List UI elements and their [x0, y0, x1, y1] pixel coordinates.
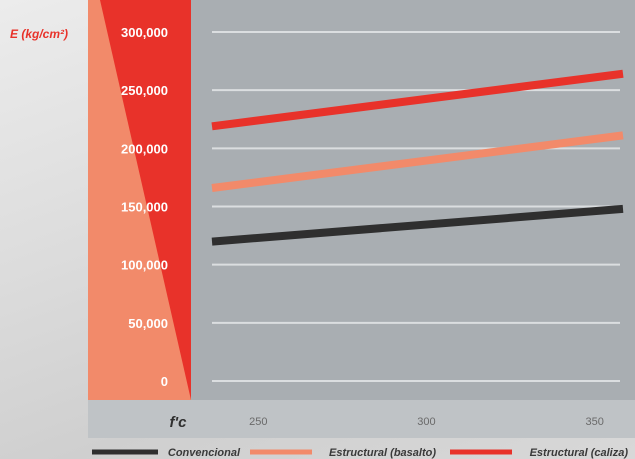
legend-label-2: Estructural (basalto) — [329, 447, 436, 459]
x-tick-label: 250 — [249, 416, 267, 428]
series-line-2 — [211, 131, 624, 192]
y-tick-label: 0 — [161, 374, 168, 389]
series-lines — [211, 69, 624, 246]
plot-area — [191, 0, 635, 400]
grid — [212, 31, 620, 382]
x-axis-label: f'c — [170, 414, 188, 431]
y-tick-label: 50,000 — [128, 316, 168, 331]
y-tick-label: 200,000 — [121, 141, 168, 156]
y-panel-salmon — [88, 0, 191, 400]
y-tick-label: 300,000 — [121, 25, 168, 40]
legend-label-1: Convencional — [168, 447, 241, 459]
y-tick-label: 250,000 — [121, 83, 168, 98]
series-line-1 — [211, 204, 624, 246]
y-tick-label: 100,000 — [121, 258, 168, 273]
y-tick-label: 150,000 — [121, 200, 168, 215]
x-tick-label: 350 — [585, 416, 603, 428]
x-tick-label: 300 — [417, 416, 435, 428]
series-line-3 — [211, 69, 624, 131]
legend: Convencional Estructural (basalto) Estruct… — [92, 447, 628, 459]
y-axis-panel — [88, 0, 191, 400]
legend-label-3: Estructural (caliza) — [530, 447, 629, 459]
y-ticks: 0 50,000 100,000 150,000 200,000 250,000 300,0… — [121, 25, 168, 389]
x-ticks: 250 300 350 — [249, 416, 604, 428]
x-axis-strip — [88, 400, 635, 438]
y-axis-label: E (kg/cm²) — [10, 27, 68, 41]
